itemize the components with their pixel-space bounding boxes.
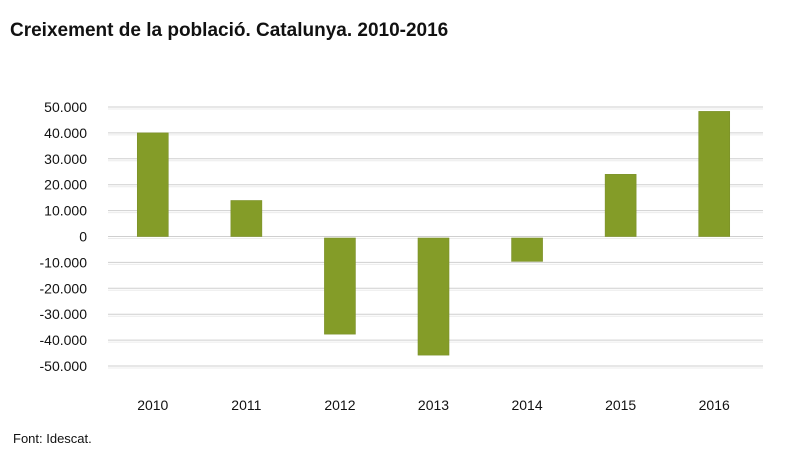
y-tick-label: 50.000 bbox=[44, 99, 87, 115]
bar-2014 bbox=[511, 237, 543, 262]
bar-2012 bbox=[324, 237, 356, 335]
x-tick-label: 2014 bbox=[511, 397, 542, 413]
bar-2015 bbox=[604, 174, 637, 237]
x-tick-label: 2013 bbox=[418, 397, 449, 413]
bar-2010 bbox=[136, 132, 169, 237]
y-tick-label: -30.000 bbox=[40, 306, 88, 322]
chart-title: Creixement de la població. Catalunya. 20… bbox=[10, 20, 449, 41]
x-tick-label: 2015 bbox=[605, 397, 636, 413]
x-tick-label: 2016 bbox=[699, 397, 730, 413]
y-tick-label: 40.000 bbox=[44, 125, 87, 141]
y-tick-label: 30.000 bbox=[44, 151, 87, 167]
bar-2013 bbox=[417, 237, 450, 356]
y-tick-label: 20.000 bbox=[44, 177, 87, 193]
y-tick-label: -50.000 bbox=[40, 358, 88, 374]
bar-2016 bbox=[698, 111, 731, 237]
y-tick-label: -40.000 bbox=[40, 332, 88, 348]
y-tick-label: 0 bbox=[79, 229, 87, 245]
y-tick-label: -10.000 bbox=[40, 254, 88, 270]
x-tick-label: 2011 bbox=[231, 397, 261, 413]
y-tick-label: 10.000 bbox=[44, 203, 87, 219]
x-tick-label: 2012 bbox=[324, 397, 355, 413]
x-tick-label: 2010 bbox=[137, 397, 168, 413]
y-tick-label: -20.000 bbox=[40, 280, 88, 296]
source-note: Font: Idescat. bbox=[13, 431, 92, 446]
bar-2011 bbox=[230, 200, 263, 237]
